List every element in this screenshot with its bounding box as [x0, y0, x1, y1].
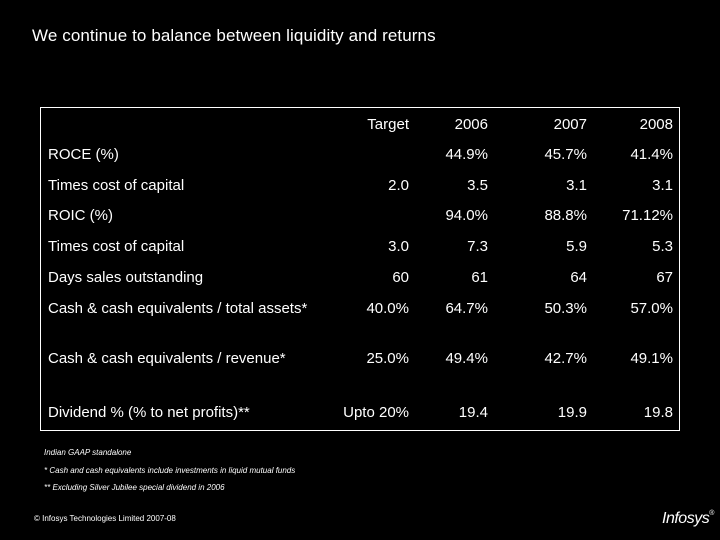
footnote-gaap: Indian GAAP standalone [44, 448, 132, 457]
cell-2007: 88.8% [544, 207, 587, 224]
cell-2008: 49.1% [630, 350, 673, 367]
cell-2008: 3.1 [652, 177, 673, 194]
slide-title: We continue to balance between liquidity… [32, 26, 436, 45]
cell-2008: 41.4% [630, 146, 673, 163]
cell-2006: 49.4% [445, 350, 488, 367]
row-label: Cash & cash equivalents / revenue* [48, 350, 286, 367]
cell-2008: 5.3 [652, 238, 673, 255]
row-label: Dividend % (% to net profits)** [48, 404, 250, 421]
header-target: Target [367, 116, 409, 133]
row-label: Times cost of capital [48, 238, 185, 255]
cell-2006: 7.3 [467, 238, 488, 255]
cell-2008: 19.8 [643, 404, 673, 421]
registered-mark: ® [709, 510, 714, 517]
cell-2007: 5.9 [566, 238, 587, 255]
cell-target: 25.0% [366, 350, 409, 367]
cell-2008: 71.12% [622, 207, 673, 224]
cell-2007: 64 [570, 269, 587, 286]
cell-target: 40.0% [366, 300, 409, 317]
cell-2007: 45.7% [544, 146, 587, 163]
row-label: Days sales outstanding [48, 269, 204, 286]
header-2007: 2007 [553, 116, 587, 133]
logo-text: Infosys [662, 510, 710, 527]
header-2006: 2006 [454, 116, 488, 133]
cell-2008: 67 [656, 269, 673, 286]
copyright-footer: © Infosys Technologies Limited 2007-08 [34, 514, 176, 523]
cell-2006: 64.7% [445, 300, 488, 317]
cell-2007: 3.1 [566, 177, 587, 194]
cell-2006: 61 [471, 269, 488, 286]
row-label: Times cost of capital [48, 177, 185, 194]
data-table: Target 2006 2007 2008 ROCE (%) 44.9% 45.… [40, 107, 680, 431]
cell-2006: 19.4 [458, 404, 488, 421]
infosys-logo: Infosys® [662, 510, 714, 528]
row-label: ROCE (%) [48, 146, 119, 163]
cell-2006: 3.5 [467, 177, 488, 194]
row-label: Cash & cash equivalents / total assets* [48, 300, 308, 317]
cell-2006: 44.9% [445, 146, 488, 163]
footnote-cash: * Cash and cash equivalents include inve… [44, 466, 296, 475]
footnote-dividend: ** Excluding Silver Jubilee special divi… [44, 483, 225, 492]
header-2008: 2008 [639, 116, 673, 133]
row-label: ROIC (%) [48, 207, 113, 224]
cell-target: 3.0 [388, 238, 409, 255]
cell-2007: 50.3% [544, 300, 587, 317]
cell-target: Upto 20% [343, 404, 409, 421]
cell-2008: 57.0% [630, 300, 673, 317]
cell-2006: 94.0% [445, 207, 488, 224]
cell-target: 2.0 [388, 177, 409, 194]
cell-2007: 42.7% [544, 350, 587, 367]
cell-2007: 19.9 [557, 404, 587, 421]
cell-target: 60 [392, 269, 409, 286]
